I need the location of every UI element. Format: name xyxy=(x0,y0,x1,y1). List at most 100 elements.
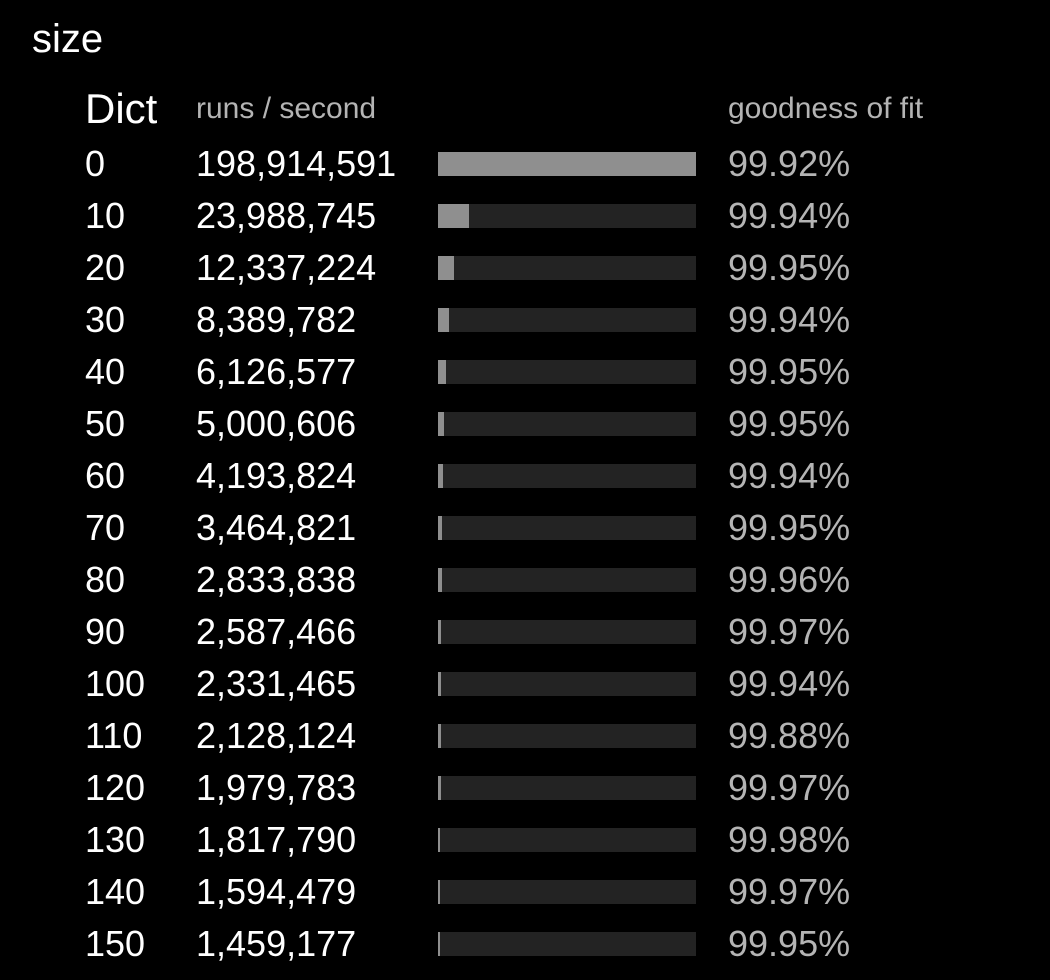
dict-size-label: 120 xyxy=(85,767,146,808)
bar-track xyxy=(438,880,696,904)
runs-per-second-value: 2,587,466 xyxy=(196,611,357,652)
runs-per-second-value: 1,817,790 xyxy=(196,819,357,860)
runs-per-second-value: 1,979,783 xyxy=(196,767,357,808)
table-row: 70 3,464,821 99.95% xyxy=(0,502,1050,554)
bar xyxy=(438,568,442,592)
table-row: 100 2,331,465 99.94% xyxy=(0,658,1050,710)
bar-track xyxy=(438,932,696,956)
table-row: 0 198,914,591 99.92% xyxy=(0,138,1050,190)
goodness-of-fit-value: 99.95% xyxy=(728,923,851,964)
table-row: 130 1,817,790 99.98% xyxy=(0,814,1050,866)
goodness-of-fit-value: 99.95% xyxy=(728,351,851,392)
bar-track xyxy=(438,620,696,644)
results-table: 0 198,914,591 99.92% 10 23,988,745 99.94% 20 12… xyxy=(0,138,1050,970)
header-dict: Dict xyxy=(85,85,158,132)
table-row: 80 2,833,838 99.96% xyxy=(0,554,1050,606)
bar-track xyxy=(438,308,696,332)
goodness-of-fit-value: 99.95% xyxy=(728,403,851,444)
runs-per-second-value: 3,464,821 xyxy=(196,507,357,548)
goodness-of-fit-value: 99.94% xyxy=(728,195,851,236)
bar-track xyxy=(438,828,696,852)
bar-track xyxy=(438,776,696,800)
dict-size-label: 60 xyxy=(85,455,126,496)
table-row: 140 1,594,479 99.97% xyxy=(0,866,1050,918)
table-row: 10 23,988,745 99.94% xyxy=(0,190,1050,242)
bar xyxy=(438,672,442,696)
runs-per-second-value: 4,193,824 xyxy=(196,455,357,496)
goodness-of-fit-value: 99.94% xyxy=(728,663,851,704)
runs-per-second-value: 1,594,479 xyxy=(196,871,357,912)
bar xyxy=(438,464,444,488)
bar xyxy=(438,204,470,228)
bar-track xyxy=(438,724,696,748)
bar-track xyxy=(438,464,696,488)
bar-track xyxy=(438,672,696,696)
runs-per-second-value: 2,331,465 xyxy=(196,663,357,704)
goodness-of-fit-value: 99.97% xyxy=(728,611,851,652)
runs-per-second-value: 8,389,782 xyxy=(196,299,357,340)
runs-per-second-value: 12,337,224 xyxy=(196,247,377,288)
goodness-of-fit-value: 99.96% xyxy=(728,559,851,600)
table-row: 60 4,193,824 99.94% xyxy=(0,450,1050,502)
bar-track xyxy=(438,204,696,228)
bar xyxy=(438,412,445,436)
table-row: 50 5,000,606 99.95% xyxy=(0,398,1050,450)
dict-size-label: 150 xyxy=(85,923,146,964)
bar-track xyxy=(438,516,696,540)
table-row: 30 8,389,782 99.94% xyxy=(0,294,1050,346)
bar xyxy=(438,776,441,800)
table-row: 90 2,587,466 99.97% xyxy=(0,606,1050,658)
dict-size-label: 130 xyxy=(85,819,146,860)
runs-per-second-value: 2,833,838 xyxy=(196,559,357,600)
dict-size-label: 40 xyxy=(85,351,126,392)
bar xyxy=(438,308,449,332)
bar xyxy=(438,880,441,904)
dict-size-label: 90 xyxy=(85,611,126,652)
goodness-of-fit-value: 99.98% xyxy=(728,819,851,860)
goodness-of-fit-value: 99.94% xyxy=(728,299,851,340)
bar xyxy=(438,152,696,176)
bar xyxy=(438,360,446,384)
chart-title: size xyxy=(32,17,104,61)
runs-per-second-value: 1,459,177 xyxy=(196,923,357,964)
table-row: 120 1,979,783 99.97% xyxy=(0,762,1050,814)
goodness-of-fit-value: 99.92% xyxy=(728,143,851,184)
dict-size-label: 10 xyxy=(85,195,126,236)
bar-track xyxy=(438,412,696,436)
bar xyxy=(438,516,443,540)
runs-per-second-value: 198,914,591 xyxy=(196,143,397,184)
runs-per-second-value: 23,988,745 xyxy=(196,195,377,236)
dict-size-label: 70 xyxy=(85,507,126,548)
table-row: 110 2,128,124 99.88% xyxy=(0,710,1050,762)
table-row: 40 6,126,577 99.95% xyxy=(0,346,1050,398)
bar-track xyxy=(438,568,696,592)
dict-size-label: 140 xyxy=(85,871,146,912)
header-runs-per-second: runs / second xyxy=(196,92,377,125)
bar xyxy=(438,724,441,748)
bar-track xyxy=(438,360,696,384)
bar-track xyxy=(438,152,696,176)
goodness-of-fit-value: 99.95% xyxy=(728,247,851,288)
runs-per-second-value: 2,128,124 xyxy=(196,715,357,756)
header-goodness-of-fit: goodness of fit xyxy=(728,92,924,125)
bar xyxy=(438,932,440,956)
table-row: 20 12,337,224 99.95% xyxy=(0,242,1050,294)
goodness-of-fit-value: 99.88% xyxy=(728,715,851,756)
dict-size-label: 20 xyxy=(85,247,126,288)
goodness-of-fit-value: 99.94% xyxy=(728,455,851,496)
bar xyxy=(438,620,442,644)
dict-size-label: 30 xyxy=(85,299,126,340)
bar xyxy=(438,828,441,852)
goodness-of-fit-value: 99.97% xyxy=(728,871,851,912)
runs-per-second-value: 6,126,577 xyxy=(196,351,357,392)
bar xyxy=(438,256,454,280)
dict-size-label: 100 xyxy=(85,663,146,704)
runs-per-second-value: 5,000,606 xyxy=(196,403,357,444)
goodness-of-fit-value: 99.95% xyxy=(728,507,851,548)
dict-size-label: 80 xyxy=(85,559,126,600)
table-row: 150 1,459,177 99.95% xyxy=(0,918,1050,970)
dict-size-label: 0 xyxy=(85,143,106,184)
dict-size-label: 50 xyxy=(85,403,126,444)
dict-size-label: 110 xyxy=(85,715,143,756)
goodness-of-fit-value: 99.97% xyxy=(728,767,851,808)
